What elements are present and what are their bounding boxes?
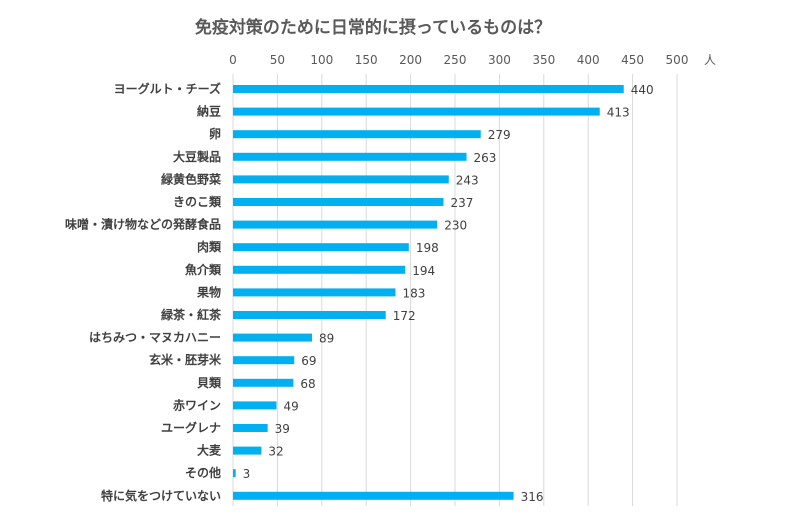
bar-row: 貝類 68 <box>197 375 316 391</box>
category-label: 特に気をつけていない <box>101 488 221 503</box>
x-tick-label: 450 <box>621 53 644 67</box>
data-label: 230 <box>444 219 467 233</box>
category-label: ヨーグルト・チーズ <box>114 81 221 96</box>
bar-row: 緑黄色野菜 243 <box>161 171 479 187</box>
category-label: 魚介類 <box>185 262 222 277</box>
category-label: 大豆製品 <box>173 149 221 164</box>
data-label: 440 <box>631 83 654 97</box>
bar <box>233 469 236 478</box>
bar <box>233 175 449 184</box>
data-label: 39 <box>275 422 290 436</box>
bar <box>233 107 600 116</box>
bar-row: 魚介類 194 <box>185 262 435 278</box>
bar-row: 緑茶・紅茶 172 <box>161 307 416 323</box>
bar <box>233 401 277 410</box>
x-axis-unit-label: 人 <box>704 53 716 67</box>
bar-row: 玄米・胚芽米 69 <box>149 352 317 368</box>
data-label: 263 <box>474 151 497 165</box>
data-label: 237 <box>450 196 473 210</box>
data-label: 243 <box>456 173 479 187</box>
bar-row: 味噌・漬け物などの発酵食品 230 <box>65 217 467 233</box>
data-label: 194 <box>412 264 435 278</box>
x-tick-label: 100 <box>310 53 333 67</box>
bar-row: きのこ類 237 <box>173 194 473 210</box>
data-label: 316 <box>521 490 544 504</box>
category-label: 果物 <box>196 284 221 299</box>
x-tick-label: 150 <box>355 53 378 67</box>
bar-row: その他 3 <box>185 465 250 481</box>
data-label: 69 <box>301 354 316 368</box>
bar <box>233 356 295 365</box>
category-label: ユーグレナ <box>161 420 221 435</box>
data-label: 172 <box>393 309 416 323</box>
data-label: 279 <box>488 128 511 142</box>
x-tick-label: 500 <box>666 53 689 67</box>
category-label: 納豆 <box>197 104 221 119</box>
bar <box>233 152 467 161</box>
data-label: 32 <box>268 445 283 459</box>
category-label: 緑黄色野菜 <box>161 171 221 186</box>
bar-row: はちみつ・マヌカハニー 89 <box>89 331 334 346</box>
category-label: 大麦 <box>197 443 222 458</box>
bar-row: 納豆 413 <box>197 104 630 120</box>
bar <box>233 311 386 319</box>
category-label: 玄米・胚芽米 <box>149 352 222 367</box>
data-label: 413 <box>607 106 630 120</box>
category-label: 赤ワイン <box>173 397 221 412</box>
bar-row: 大麦 32 <box>197 443 284 459</box>
bar-row: 卵 279 <box>209 126 511 142</box>
bar <box>233 85 624 93</box>
bar <box>233 491 514 500</box>
bar <box>233 220 438 229</box>
bar-row: 果物 183 <box>196 284 425 300</box>
x-tick-label: 400 <box>577 53 600 67</box>
bar <box>233 198 444 206</box>
category-label: 味噌・漬け物などの発酵食品 <box>65 217 221 232</box>
x-tick-label: 250 <box>444 53 467 67</box>
data-label: 89 <box>319 332 334 346</box>
x-tick-label: 200 <box>399 53 422 67</box>
category-label: 貝類 <box>197 375 222 390</box>
bar-row: ユーグレナ 39 <box>161 420 290 436</box>
bar <box>233 424 268 432</box>
bar-row: 赤ワイン 49 <box>173 397 299 413</box>
data-label: 183 <box>403 286 426 300</box>
category-label: 緑茶・紅茶 <box>161 307 222 322</box>
category-label: その他 <box>185 465 221 480</box>
chart-title: 免疫対策のために日常的に摂っているものは？ <box>195 17 551 38</box>
data-label: 198 <box>416 241 439 255</box>
bar <box>233 265 406 274</box>
bar-row: 特に気をつけていない 316 <box>101 488 544 504</box>
bar-row: ヨーグルト・チーズ 440 <box>114 81 654 97</box>
category-label: 卵 <box>209 126 221 141</box>
bar <box>233 243 409 252</box>
bar <box>233 378 294 387</box>
bar <box>233 333 313 342</box>
bar <box>233 130 481 139</box>
data-label: 3 <box>243 467 251 481</box>
bar <box>233 446 262 455</box>
category-label: 肉類 <box>197 239 222 254</box>
category-label: きのこ類 <box>173 194 222 209</box>
bar-row: 肉類 198 <box>197 239 439 255</box>
x-tick-label: 350 <box>532 53 555 67</box>
x-tick-label: 300 <box>488 53 511 67</box>
data-label: 49 <box>284 399 299 413</box>
category-label: はちみつ・マヌカハニー <box>89 331 221 345</box>
x-tick-label: 50 <box>270 53 285 67</box>
data-label: 68 <box>300 377 315 391</box>
bar <box>233 288 396 297</box>
x-tick-label: 0 <box>229 53 237 67</box>
bar-row: 大豆製品 263 <box>173 149 496 165</box>
